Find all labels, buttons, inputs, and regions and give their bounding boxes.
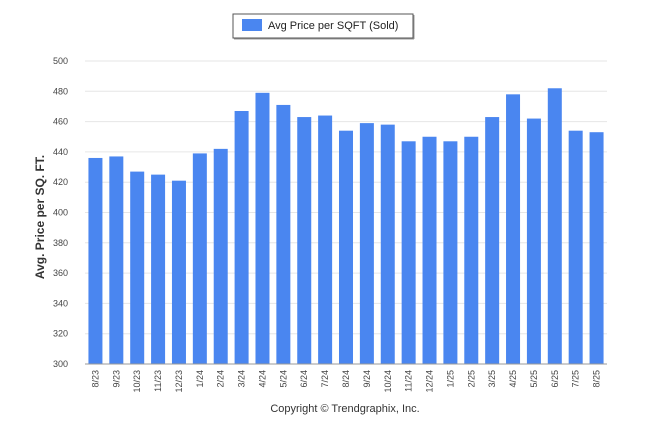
bars [88, 88, 604, 365]
x-tick-label: 9/23 [111, 370, 121, 388]
bar-1-24[interactable] [192, 153, 207, 364]
x-tick-label: 1/24 [195, 370, 205, 388]
x-tick-label: 10/23 [132, 370, 142, 393]
bar-12-24[interactable] [422, 136, 437, 364]
bar-5-24[interactable] [276, 104, 291, 364]
y-tick-label: 360 [53, 268, 68, 278]
bar-11-24[interactable] [401, 141, 416, 364]
y-axis-ticks: 300 320 340 360 380 400 420 440 460 480 500 [53, 56, 68, 369]
bar-4-25[interactable] [506, 94, 521, 364]
y-tick-label: 320 [53, 329, 68, 339]
x-tick-label: 12/23 [174, 370, 184, 393]
y-tick-label: 380 [53, 238, 68, 248]
x-tick-label: 8/23 [90, 370, 100, 388]
y-tick-label: 340 [53, 298, 68, 308]
y-tick-label: 420 [53, 177, 68, 187]
x-tick-label: 8/25 [592, 370, 602, 388]
bar-2-25[interactable] [464, 136, 479, 364]
bar-4-24[interactable] [255, 92, 270, 364]
x-tick-label: 3/25 [487, 370, 497, 388]
x-tick-label: 7/24 [320, 370, 330, 388]
legend[interactable]: Avg Price per SQFT (Sold) [232, 13, 415, 40]
bar-3-24[interactable] [234, 110, 249, 365]
x-tick-label: 10/24 [383, 370, 393, 393]
bar-7-25[interactable] [568, 130, 583, 364]
legend-swatch [242, 19, 262, 31]
x-tick-label: 9/24 [362, 370, 372, 388]
x-tick-label: 1/25 [445, 370, 455, 388]
bar-9-24[interactable] [359, 123, 374, 365]
bar-5-25[interactable] [526, 118, 541, 364]
x-tick-label: 6/24 [299, 370, 309, 388]
x-tick-label: 5/25 [529, 370, 539, 388]
x-tick-label: 11/23 [153, 370, 163, 392]
x-axis-ticks: 8/23 9/23 10/23 11/23 12/23 1/24 2/24 3/24 4/24 5… [90, 370, 601, 393]
x-tick-label: 4/24 [257, 370, 267, 388]
y-tick-label: 300 [53, 359, 68, 369]
legend-box [232, 13, 414, 39]
x-tick-label: 2/25 [466, 370, 476, 388]
y-tick-label: 460 [53, 117, 68, 127]
bar-8-25[interactable] [589, 132, 604, 364]
y-axis-label: Avg. Price per SQ. FT. [33, 155, 47, 279]
bar-3-25[interactable] [485, 117, 500, 365]
bar-6-25[interactable] [547, 88, 562, 365]
bar-10-23[interactable] [130, 171, 145, 364]
bar-6-24[interactable] [297, 117, 312, 365]
y-tick-label: 440 [53, 147, 68, 157]
x-tick-label: 4/25 [508, 370, 518, 388]
copyright-credit: Copyright © Trendgraphix, Inc. [270, 403, 419, 415]
bar-7-24[interactable] [318, 115, 333, 364]
y-tick-label: 480 [53, 86, 68, 96]
bar-2-24[interactable] [213, 148, 228, 364]
x-tick-label: 5/24 [278, 370, 288, 388]
bar-1-25[interactable] [443, 141, 458, 364]
legend-label: Avg Price per SQFT (Sold) [268, 20, 398, 32]
y-tick-label: 500 [53, 56, 68, 66]
bar-8-23[interactable] [88, 157, 103, 364]
x-tick-label: 6/25 [550, 370, 560, 388]
x-tick-label: 3/24 [237, 370, 247, 388]
bar-9-23[interactable] [109, 156, 124, 364]
x-tick-label: 12/24 [425, 370, 435, 393]
y-tick-label: 400 [53, 208, 68, 218]
x-tick-label: 8/24 [341, 370, 351, 388]
bar-8-24[interactable] [339, 130, 353, 364]
bar-11-23[interactable] [151, 174, 166, 364]
bar-10-24[interactable] [380, 124, 395, 364]
bar-12-23[interactable] [171, 180, 186, 364]
x-tick-label: 2/24 [216, 370, 226, 388]
x-tick-label: 11/24 [404, 370, 414, 392]
x-tick-label: 7/25 [571, 370, 581, 388]
